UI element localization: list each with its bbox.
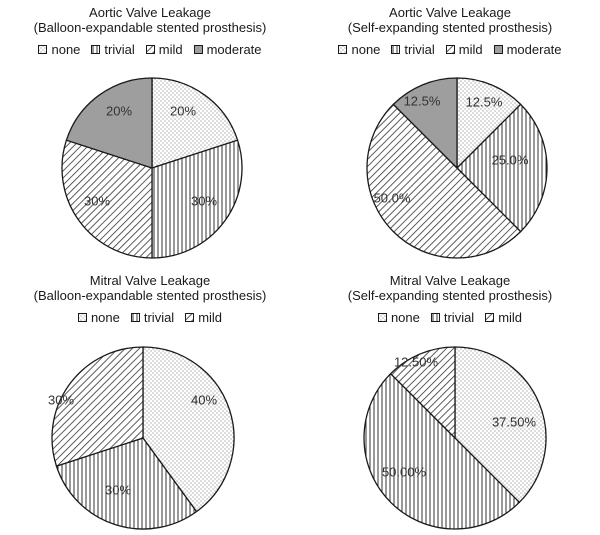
legend-swatch-trivial [391,45,401,54]
chart-title: Aortic Valve Leakage [89,5,211,20]
legend-label: mild [198,310,223,325]
legend-swatch-mild [445,45,455,54]
legend-label: mild [498,310,523,325]
chart-legend: none trivial mild moderate [0,42,300,57]
data-label-none: 20% [170,103,196,118]
data-label-mild: 30% [84,193,110,208]
legend-label: moderate [506,42,562,57]
legend-swatch-trivial [91,45,101,54]
legend-label: trivial [443,310,475,325]
data-label-trivial: 50.00% [382,464,427,479]
data-label-trivial: 25.0% [492,152,529,167]
data-label-mild: 30% [48,392,74,407]
legend-label: moderate [206,42,262,57]
legend-swatch-mild [185,313,195,322]
chart-subtitle: (Self-expanding stented prosthesis) [347,20,553,35]
data-label-mild: 50.0% [374,190,411,205]
chart-subtitle: (Self-expanding stented prosthesis) [347,288,553,303]
pie-slice-trivial [456,103,548,233]
data-label-trivial: 30% [105,482,131,497]
chart-legend: none trivial mild moderate [300,42,600,57]
legend-item-trivial: trivial [130,310,175,325]
pie-slice-none [151,77,239,169]
pie-slice-mild [51,346,144,467]
legend-swatch-mild [485,313,495,322]
pie-slice-trivial [55,437,198,530]
chart-subtitle: (Balloon-expandable stented prosthesis) [33,288,267,303]
legend-label: none [90,310,120,325]
data-label-none: 12.5% [466,94,503,109]
pie-slice-mild [390,346,456,439]
chart-legend: none trivial mild [0,310,300,325]
legend-label: none [351,42,381,57]
data-label-none: 40% [191,392,217,407]
data-label-moderate: 12.5% [404,93,441,108]
chart-subtitle: (Balloon-expandable stented prosthesis) [33,20,267,35]
data-label-trivial: 30% [191,193,217,208]
legend-swatch-none [38,45,48,54]
legend-swatch-mild [145,45,155,54]
legend-item-mild: mild [145,42,183,57]
legend-swatch-moderate [493,45,503,54]
pie-slice-moderate [65,77,153,169]
legend-label: trivial [104,42,135,57]
chart-panel-mitral-self-expanding: Mitral Valve Leakage (Self-expanding ste… [300,268,600,535]
pie-slice-mild [366,103,522,259]
pie-slice-none [456,77,522,169]
legend-label: mild [458,42,483,57]
legend-swatch-trivial [430,313,440,322]
pie-slice-trivial [151,139,243,259]
chart-title: Aortic Valve Leakage [389,5,511,20]
legend-item-moderate: moderate [193,42,262,57]
chart-title: Mitral Valve Leakage [389,273,511,288]
pie-chart: 40% 30% 30% [48,346,235,530]
legend-item-trivial: trivial [430,310,475,325]
chart-panel-mitral-balloon: Mitral Valve Leakage (Balloon-expandable… [0,268,300,535]
legend-item-mild: mild [485,310,522,325]
pie-slice-none [454,346,547,503]
chart-title: Mitral Valve Leakage [89,273,211,288]
legend-swatch-none [377,313,387,322]
legend-label: trivial [404,42,435,57]
chart-legend: none trivial mild [300,310,600,325]
pie-slice-none [142,346,235,513]
legend-swatch-none [77,313,87,322]
pie-chart: 12.5% 25.0% 50.0% 12.5% [366,77,548,259]
pie-slice-trivial [363,373,520,530]
legend-label: none [51,42,81,57]
legend-item-mild: mild [185,310,222,325]
pie-slice-mild [61,139,153,259]
legend-swatch-none [338,45,348,54]
data-label-mild: 12.50% [394,354,439,369]
chart-panel-aortic-self-expanding: Aortic Valve Leakage (Self-expanding ste… [300,0,600,267]
pie-chart: 37.50% 50.00% 12.50% [363,346,547,530]
legend-item-moderate: moderate [493,42,562,57]
pie-chart: 20% 30% 30% 20% [61,77,243,259]
legend-label: mild [158,42,183,57]
data-label-moderate: 20% [106,103,132,118]
legend-swatch-moderate [193,45,203,54]
legend-label: none [390,310,420,325]
legend-item-none: none [38,42,80,57]
legend-item-none: none [377,310,420,325]
legend-label: trivial [143,310,175,325]
legend-item-mild: mild [445,42,483,57]
legend-item-none: none [77,310,120,325]
legend-swatch-trivial [130,313,140,322]
chart-panel-aortic-balloon: Aortic Valve Leakage (Balloon-expandable… [0,0,300,267]
pie-slice-moderate [392,77,458,169]
data-label-none: 37.50% [492,414,537,429]
legend-item-none: none [338,42,380,57]
legend-item-trivial: trivial [91,42,135,57]
legend-item-trivial: trivial [391,42,435,57]
